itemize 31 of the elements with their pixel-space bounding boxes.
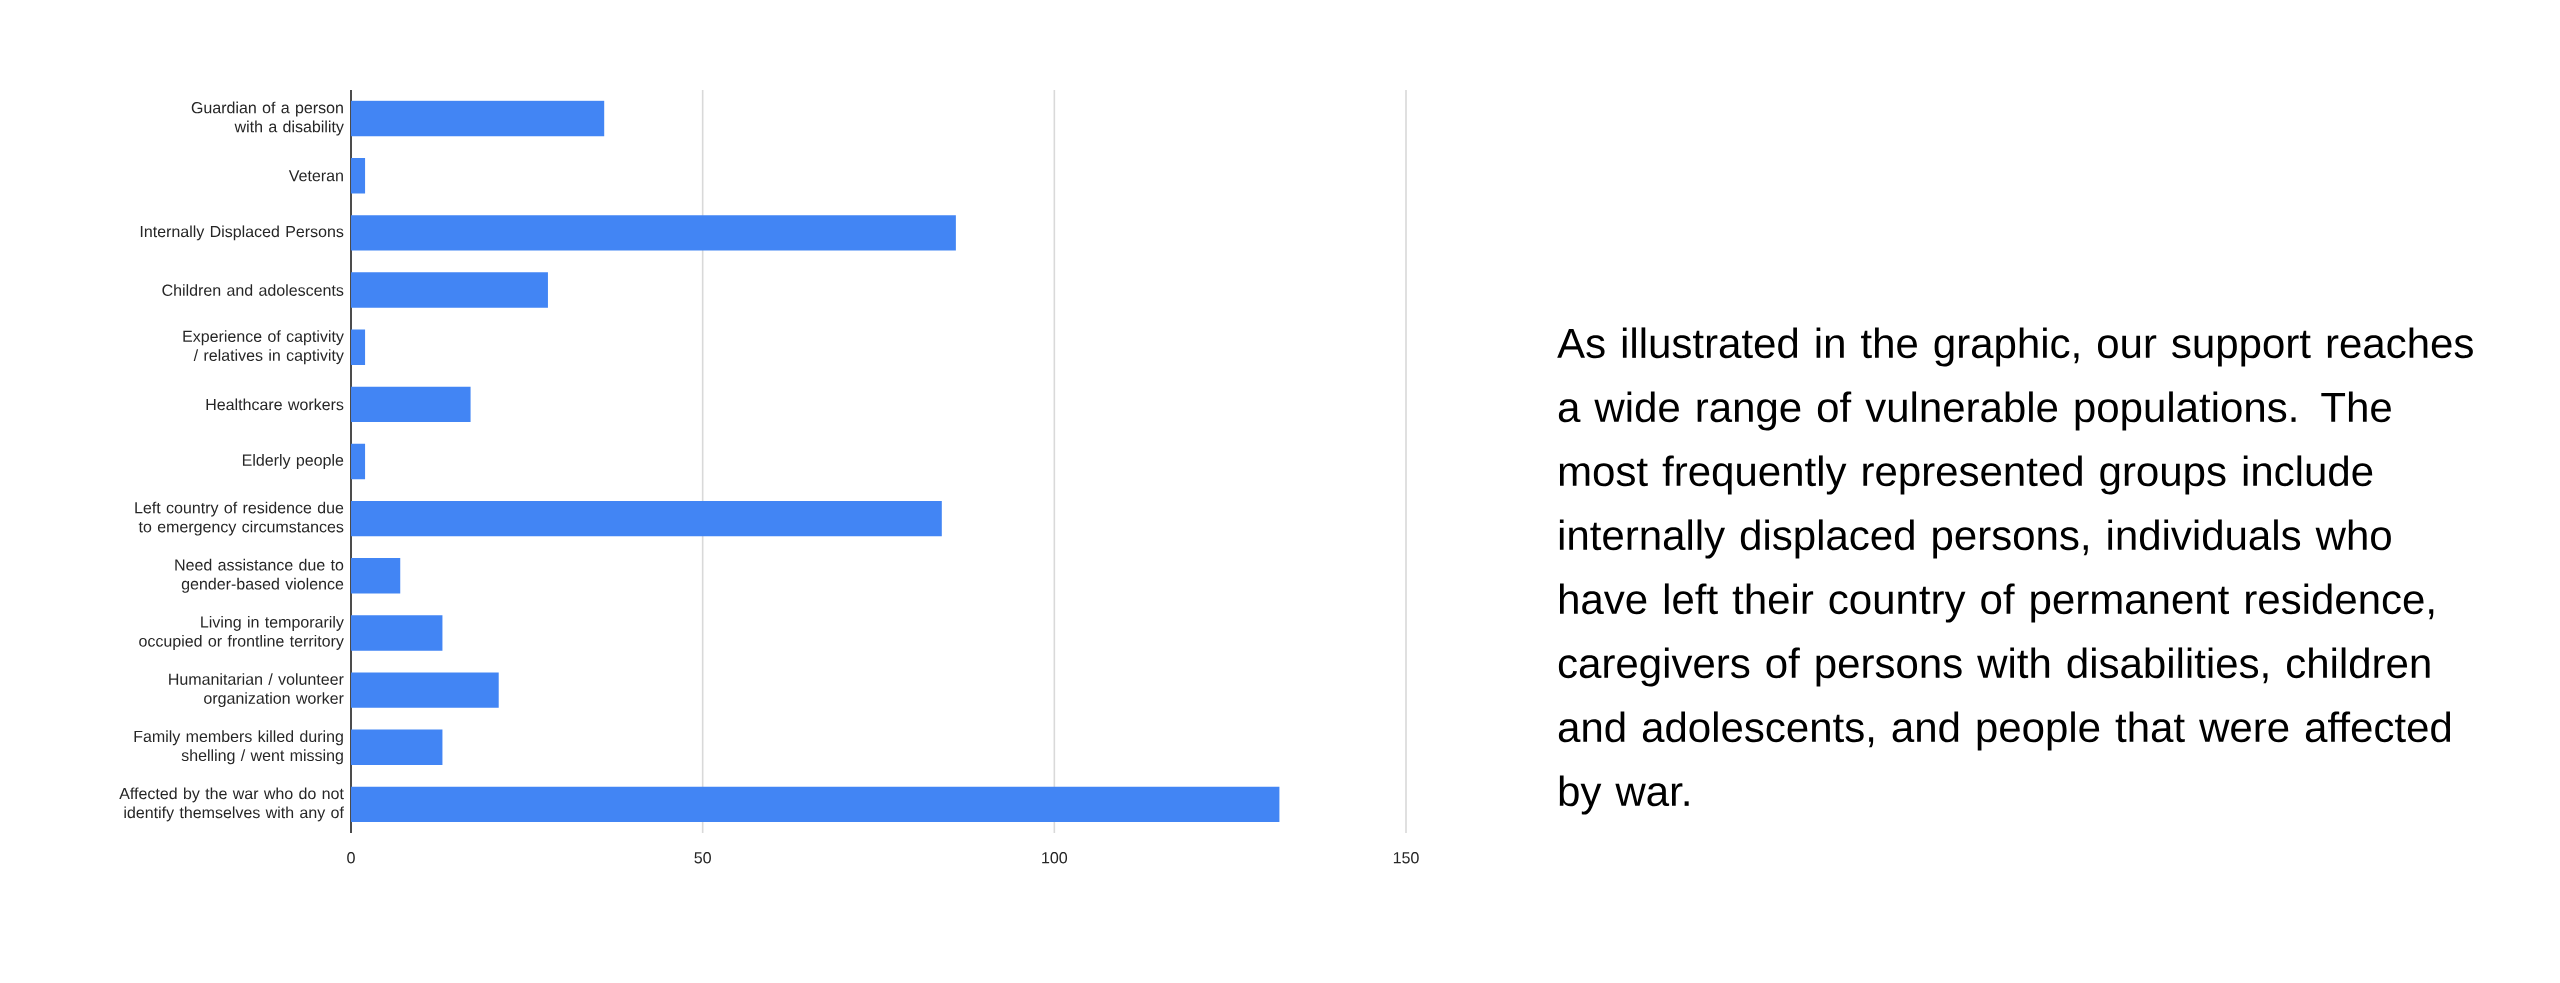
bar — [351, 158, 366, 194]
bar — [351, 329, 366, 365]
y-tick-label: Experience of captivity / relatives in captivity — [183, 330, 344, 365]
text: As illustrated in the graphic, our support reaches a wide range of vulnerable populations. The most frequently represented groups include internally displaced persons, individuals who have left their country of permanent residence, caregivers of persons with disabilities, children and adolescents, and people that were affected by war. — [1557, 327, 2473, 815]
bar — [351, 272, 548, 308]
bar — [351, 615, 443, 651]
bar — [351, 786, 1280, 823]
bar — [351, 215, 956, 251]
x-tick-label: 0 — [347, 852, 355, 864]
y-tick-label: Affected by the war who do not identify themselves with any of — [119, 787, 344, 822]
y-tick-label: Need assistance due to gender-based violence — [175, 558, 344, 593]
y-tick-label: Left country of residence due to emergency circumstances — [135, 501, 344, 536]
bar — [351, 672, 499, 708]
y-tick-label: Living in temporarily occupied or frontline territory — [139, 615, 344, 650]
x-tick-label: 50 — [694, 852, 711, 864]
y-tick-label: Humanitarian / volunteer organization worker — [169, 673, 344, 708]
y-tick-label: Elderly people — [242, 454, 344, 469]
bar — [351, 729, 443, 765]
bar — [351, 443, 366, 480]
y-tick-label: Children and adolescents — [162, 284, 344, 296]
bar — [351, 100, 605, 137]
y-tick-label: Healthcare workers — [206, 398, 344, 411]
y-tick-label: Veteran — [288, 170, 343, 182]
bar — [351, 500, 942, 537]
y-tick-label: Guardian of a person with a disability — [191, 101, 344, 136]
bar — [351, 558, 401, 594]
y-tick-label: Internally Displaced Persons — [140, 225, 344, 241]
y-tick-label: Family members killed during shelling / went missing — [134, 730, 343, 765]
x-tick-label: 100 — [1042, 852, 1068, 864]
x-tick-label: 150 — [1393, 852, 1419, 864]
bar — [351, 386, 471, 423]
